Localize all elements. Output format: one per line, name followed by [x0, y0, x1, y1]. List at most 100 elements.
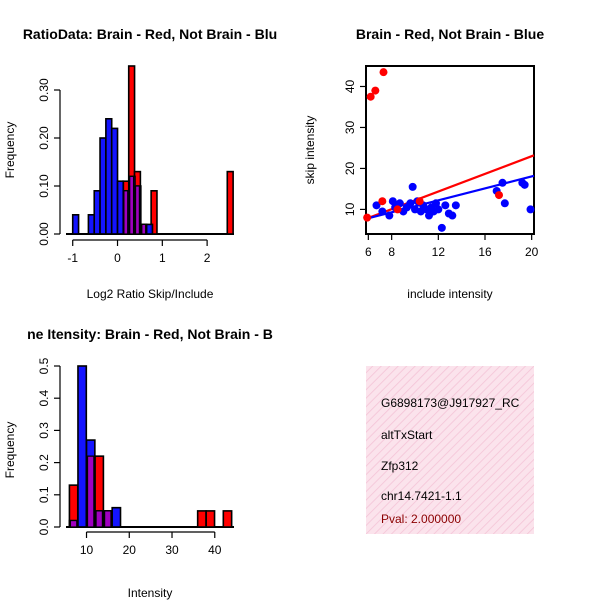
info-panel: G6898173@J917927_RC altTxStart Zfp312 ch… — [366, 366, 534, 534]
scatter-point-brain — [363, 213, 372, 222]
ratio-hist-bar-not-brain — [110, 127, 119, 235]
intensity-hist-bar-not-brain — [111, 506, 122, 528]
intensity-hist-bar-brain — [222, 510, 233, 528]
scatter-point-brain — [393, 205, 402, 214]
ratio-hist-bar-overlap — [123, 190, 129, 235]
scatter-point-not-brain — [448, 211, 457, 220]
scatter-point-brain — [495, 191, 503, 200]
ratio-hist-x-tick-label: 0 — [114, 251, 121, 265]
intensity-hist-bar-not-brain — [77, 365, 88, 528]
ratio-hist-x-tick-label: -1 — [67, 251, 78, 265]
intensity-histogram-axes: 10 20 30 40 0.0 0.1 0.2 0.3 0.4 0.5 — [37, 357, 222, 557]
scatter-x-tick-label: 8 — [388, 245, 395, 259]
scatter-fit-brain — [365, 154, 535, 220]
intensity-hist-x-tick-label: 20 — [123, 543, 137, 557]
intensity-hist-y-tick-label: 0.0 — [37, 518, 51, 535]
intensity-hist-bar-overlap — [69, 519, 78, 528]
intensity-hist-bar-overlap — [86, 455, 95, 528]
ratio-hist-bar-overlap — [129, 175, 135, 235]
ratio-histogram-ylabel: Frequency — [3, 122, 17, 179]
scatter-point-not-brain — [520, 180, 529, 189]
scatter-point-not-brain — [498, 178, 507, 187]
scatter-x-tick-label: 12 — [432, 245, 446, 259]
intensity-scatter-xlabel: include intensity — [407, 287, 492, 301]
intensity-scatter-axes: 6 8 12 16 20 10 20 30 40 — [343, 79, 539, 259]
intensity-hist-bar-overlap — [95, 510, 104, 528]
ratio-hist-y-tick-label: 0.30 — [37, 78, 51, 102]
scatter-point-not-brain — [388, 197, 397, 206]
info-locus: chr14.7421-1.1 — [381, 489, 462, 503]
scatter-points — [363, 68, 535, 232]
scatter-point-brain — [379, 68, 388, 77]
scatter-point-brain — [366, 92, 375, 101]
intensity-histogram-xlabel: Intensity — [128, 586, 173, 600]
scatter-point-not-brain — [434, 205, 443, 214]
scatter-point-not-brain — [500, 199, 509, 208]
ratio-hist-bar-not-brain — [105, 118, 113, 235]
ratio-histogram-axes: -1 0 1 2 0.00 0.10 0.20 0.30 — [37, 78, 211, 265]
intensity-hist-x-tick-label: 10 — [80, 543, 94, 557]
ratio-hist-bar-not-brain — [87, 214, 96, 235]
intensity-hist-y-tick-label: 0.4 — [37, 390, 51, 407]
intensity-hist-bar-overlap — [104, 510, 112, 528]
ratio-histogram-title: RatioData: Brain - Red, Not Brain - Blu — [23, 26, 277, 42]
intensity-hist-x-tick-label: 40 — [208, 543, 222, 557]
scatter-point-not-brain — [378, 207, 387, 216]
scatter-point-not-brain — [395, 199, 404, 208]
intensity-hist-bar-brain — [205, 510, 216, 528]
scatter-fit-lines — [365, 154, 535, 220]
scatter-point-not-brain — [441, 201, 450, 210]
ratio-hist-bar-overlap — [134, 185, 140, 235]
ratio-hist-y-tick-label: 0.20 — [37, 126, 51, 150]
scatter-y-tick-label: 30 — [343, 120, 357, 134]
scatter-point-not-brain — [437, 223, 446, 232]
scatter-point-not-brain — [432, 199, 440, 208]
ratio-hist-bar-not-brain — [116, 180, 125, 235]
info-panel-background — [366, 366, 534, 534]
scatter-y-tick-label: 20 — [343, 161, 357, 175]
intensity-hist-y-tick-label: 0.1 — [37, 486, 51, 503]
ratio-hist-y-tick-label: 0.00 — [37, 222, 51, 246]
intensity-hist-y-tick-label: 0.3 — [37, 422, 51, 439]
intensity-histogram: ne Itensity: Brain - Red, Not Brain - B … — [3, 326, 273, 600]
intensity-histogram-bars — [66, 365, 234, 528]
scatter-point-not-brain — [372, 201, 381, 210]
info-event-id: G6898173@J917927_RC — [381, 396, 520, 410]
intensity-hist-x-tick-label: 30 — [165, 543, 179, 557]
scatter-point-not-brain — [526, 205, 535, 214]
ratio-hist-bar-brain — [150, 190, 158, 235]
scatter-point-brain — [378, 197, 387, 206]
info-event-type: altTxStart — [381, 428, 433, 442]
scatter-point-not-brain — [451, 201, 460, 210]
scatter-x-tick-label: 6 — [365, 245, 372, 259]
ratio-hist-x-tick-label: 2 — [204, 251, 211, 265]
intensity-histogram-title: ne Itensity: Brain - Red, Not Brain - B — [27, 326, 273, 342]
scatter-x-tick-label: 20 — [525, 245, 539, 259]
ratio-hist-bar-not-brain — [145, 223, 154, 235]
scatter-x-tick-label: 16 — [478, 245, 492, 259]
intensity-hist-y-tick-label: 0.2 — [37, 454, 51, 471]
scatter-point-brain — [371, 86, 380, 95]
scatter-point-brain — [415, 197, 424, 206]
scatter-point-not-brain — [385, 211, 394, 220]
ratio-hist-y-tick-label: 0.10 — [37, 174, 51, 198]
info-pval: Pval: 2.000000 — [381, 512, 461, 526]
scatter-plot-frame — [365, 65, 535, 235]
ratio-histogram-bars — [66, 65, 234, 235]
intensity-scatter-ylabel: skip intensity — [303, 116, 317, 185]
ratio-histogram: RatioData: Brain - Red, Not Brain - Blu … — [3, 26, 277, 301]
ratio-hist-bar-not-brain — [93, 190, 101, 235]
ratio-histogram-xlabel: Log2 Ratio Skip/Include — [87, 287, 214, 301]
ratio-hist-bar-not-brain — [99, 137, 107, 235]
scatter-point-not-brain — [406, 199, 415, 208]
intensity-hist-bar-brain — [196, 510, 207, 528]
scatter-y-tick-label: 10 — [343, 202, 357, 216]
ratio-hist-bar-not-brain — [71, 214, 80, 235]
ratio-hist-bar-brain — [226, 170, 234, 235]
scatter-point-not-brain — [408, 182, 417, 191]
info-gene-name: Zfp312 — [381, 459, 419, 473]
ratio-hist-x-tick-label: 1 — [159, 251, 166, 265]
intensity-scatter: Brain - Red, Not Brain - Blue include in… — [303, 26, 544, 301]
ratio-hist-bar-overlap — [141, 223, 147, 235]
